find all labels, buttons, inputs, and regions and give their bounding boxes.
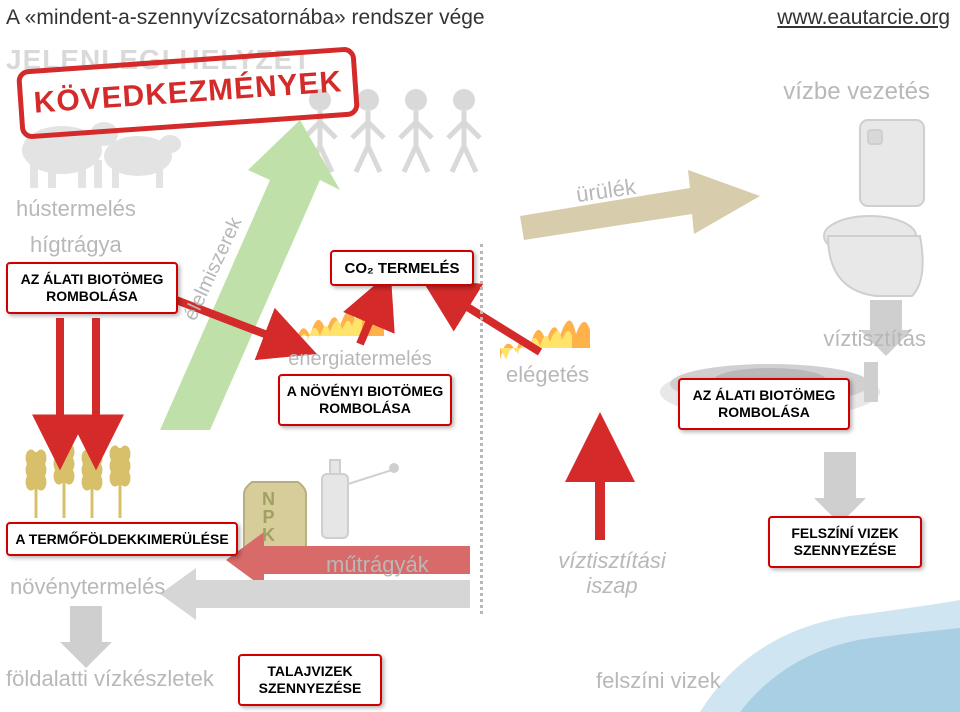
box-novenyi-biotomeg: A NÖVÉNYI BIOTÖMEG ROMBOLÁSA: [278, 374, 452, 426]
box-co2: CO₂ TERMELÉS: [330, 250, 474, 286]
label-vizbe: vízbe vezetés: [783, 78, 930, 106]
npk-n: N: [262, 490, 275, 508]
npk-k: K: [262, 526, 275, 544]
arrow-red-co2-right: [440, 290, 540, 352]
box-alati-biotomeg-left: AZ ÁLATI BIOTÖMEG ROMBOLÁSA: [6, 262, 178, 314]
arrow-gray-novenyterm: [60, 606, 112, 668]
label-line1: víztisztítási: [558, 548, 666, 573]
diagram-canvas: A «mindent-a-szennyvízcsatornába» rendsz…: [0, 0, 960, 712]
npk-p: P: [262, 508, 275, 526]
label-viztisztitasi-iszap: víztisztítási iszap: [542, 548, 682, 599]
river-icon: [700, 600, 960, 712]
label-elegetes: elégetés: [506, 362, 589, 388]
label-line2: iszap: [586, 573, 637, 598]
label-energiatermeles: energiatermelés: [270, 348, 450, 371]
box-termofold: A TERMŐFÖLDEKKIMERÜLÉSE: [6, 522, 238, 556]
box-text: AZ ÁLATI BIOTÖMEG ROMBOLÁSA: [680, 387, 848, 421]
label-mutragyak: műtrágyák: [326, 552, 429, 578]
box-text: A NÖVÉNYI BIOTÖMEG ROMBOLÁSA: [280, 383, 450, 417]
box-text: FELSZÍNÍ VIZEK SZENNYEZÉSE: [770, 525, 920, 559]
label-foldalatti: földalatti vízkészletek: [6, 666, 214, 692]
label-felszini-vizek: felszíni vizek: [596, 668, 721, 694]
box-talajvizek: TALAJVIZEK SZENNYEZÉSE: [238, 654, 382, 706]
toilet-icon: [824, 120, 924, 296]
box-alati-biotomeg-right: AZ ÁLATI BIOTÖMEG ROMBOLÁSA: [678, 378, 850, 430]
sprayer-icon: [322, 460, 398, 538]
divider-dotted: [480, 244, 483, 614]
box-text: AZ ÁLATI BIOTÖMEG ROMBOLÁSA: [8, 271, 176, 305]
npk-label: N P K: [262, 490, 275, 544]
box-text: CO₂ TERMELÉS: [344, 260, 459, 277]
label-novenytermeles: növénytermelés: [10, 574, 165, 600]
box-text: A TERMŐFÖLDEKKIMERÜLÉSE: [15, 531, 228, 547]
arrow-beige: [520, 170, 760, 240]
stamp-text: KÖVEDKEZMÉNYEK: [33, 65, 344, 120]
label-hustermeles: hústermelés: [16, 196, 136, 222]
label-viztisztitas: víztisztítás: [823, 326, 926, 352]
box-felszini-vizek-sz: FELSZÍNÍ VIZEK SZENNYEZÉSE: [768, 516, 922, 568]
label-higtragya: hígtrágya: [30, 232, 122, 258]
wheat-icon: [27, 445, 129, 518]
box-text: TALAJVIZEK SZENNYEZÉSE: [240, 663, 380, 697]
arrow-gray-felszini: [814, 452, 866, 524]
